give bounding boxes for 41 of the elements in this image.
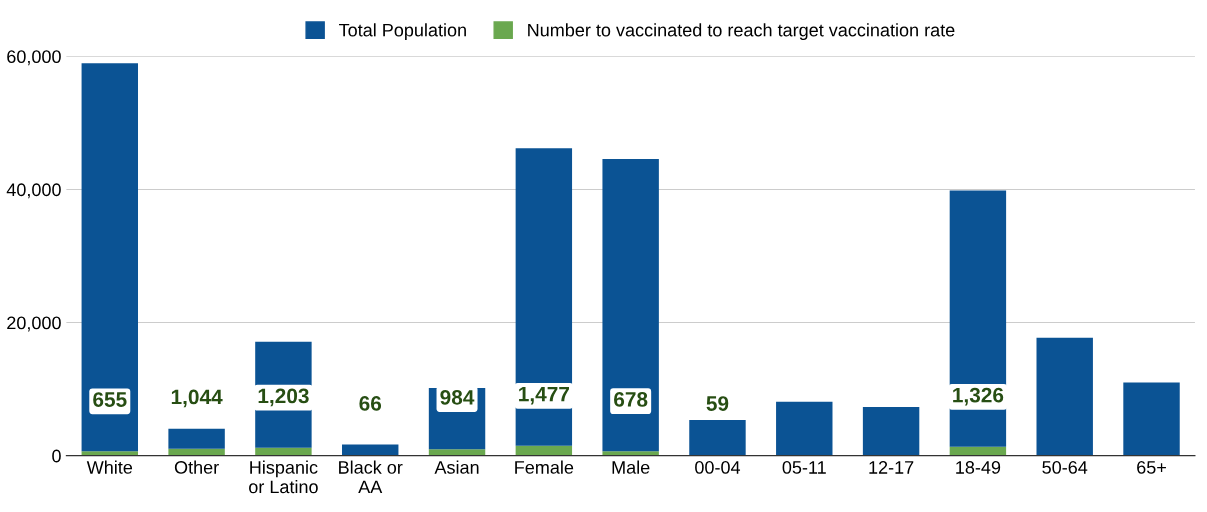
x-tick-label: Other — [174, 460, 219, 474]
data-label: 1,044 — [171, 389, 223, 408]
bar — [602, 158, 659, 452]
x-tick-label: White — [86, 460, 133, 474]
x-tick-label: Hispanic or Latino — [249, 460, 318, 494]
data-label: 1,203 — [258, 388, 309, 407]
x-tick-label: 12-17 — [869, 461, 914, 474]
x-tick-label: Black or AA — [339, 460, 403, 494]
bar — [342, 444, 399, 456]
bar — [81, 451, 138, 456]
data-label: 66 — [359, 396, 382, 411]
bar — [168, 428, 225, 449]
bar — [515, 445, 573, 456]
bar — [862, 407, 920, 456]
x-tick-label: 00-04 — [695, 461, 741, 474]
bar — [1123, 382, 1180, 456]
legend-label: Total Population — [339, 23, 466, 41]
x-tick-label: Asian — [434, 460, 479, 474]
y-tick-label: 40,000 — [6, 183, 61, 199]
y-tick-label: 20,000 — [7, 316, 61, 332]
data-label: 1,326 — [953, 387, 1004, 406]
data-label: 678 — [614, 392, 648, 407]
bar — [515, 148, 573, 446]
data-label: 655 — [93, 392, 127, 407]
data-label: 984 — [440, 389, 475, 405]
bar — [428, 449, 486, 456]
y-tick-label: 0 — [52, 449, 61, 463]
x-tick-label: Male — [612, 460, 650, 474]
x-tick-label: 18-49 — [956, 461, 1001, 474]
bar — [81, 63, 138, 452]
bar — [1036, 337, 1093, 456]
bar — [949, 446, 1007, 456]
data-label: 59 — [706, 396, 729, 411]
x-tick-label: 50-64 — [1042, 461, 1088, 474]
bar — [776, 401, 833, 456]
legend-label: Number to vaccinated to reach target vaccination rate — [528, 23, 955, 41]
x-tick-label: 05-11 — [782, 461, 826, 474]
x-tick-label: 65+ — [1137, 461, 1166, 474]
data-label: 1,477 — [519, 386, 569, 405]
y-tick-label: 60,000 — [7, 50, 61, 66]
x-tick-label: Female — [515, 460, 574, 474]
